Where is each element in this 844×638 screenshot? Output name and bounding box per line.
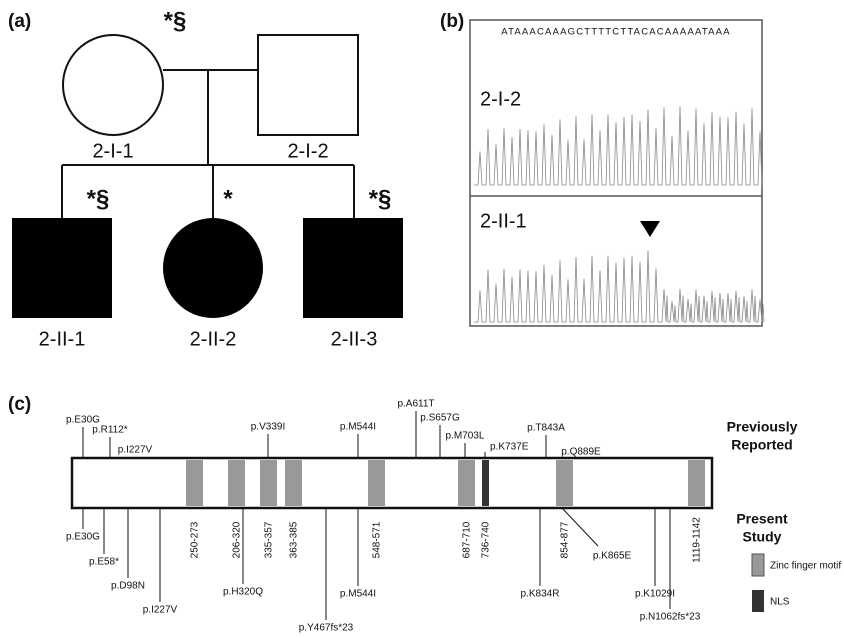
individual-id: 2-II-2	[190, 328, 237, 350]
mutation-label: p.T843A	[527, 423, 565, 434]
domain-range: 250-273	[190, 521, 201, 558]
mutation-label: p.A611T	[397, 399, 434, 410]
mutation-label: p.H320Q	[223, 587, 263, 598]
domain-range: 736-740	[481, 521, 492, 558]
trace-label: 2-II-1	[480, 210, 527, 232]
domain-range: 206-320	[232, 521, 243, 558]
domain	[482, 460, 489, 506]
domain-range: 687-710	[462, 521, 473, 558]
mutation-label: p.I227V	[118, 445, 153, 456]
affected-female	[163, 218, 263, 318]
protein	[72, 458, 712, 508]
mutation-label: p.E58*	[89, 557, 119, 568]
mutation-label: p.N1062fs*23	[640, 612, 701, 623]
domain-range: 335-357	[264, 521, 275, 558]
marker: *§	[164, 7, 187, 34]
domain	[556, 460, 573, 506]
mutation-label: p.K737E	[490, 442, 529, 453]
domain	[228, 460, 245, 506]
legend-label: NLS	[770, 597, 790, 608]
individual-id: 2-II-1	[39, 328, 86, 350]
mutation-label: p.M544I	[340, 589, 376, 600]
mutation-label: p.Y467fs*23	[299, 623, 354, 634]
affected-male	[12, 218, 112, 318]
domain-range: 854-877	[560, 521, 571, 558]
domain	[186, 460, 203, 506]
mutation-label: p.E30G	[66, 532, 100, 543]
legend-swatch	[752, 590, 764, 612]
figure: (a) 2-I-1 *§ 2-I-2 2-II-1 *§ 2-II-2 * 2-II-3 *§ (b…	[0, 0, 844, 638]
marker: *	[223, 185, 233, 212]
mutation-label: p.I227V	[143, 605, 178, 616]
affected-male	[303, 218, 403, 318]
mutation-label: p.R112*	[92, 425, 128, 436]
section-label: Reported	[731, 437, 792, 453]
panel-label: (a)	[8, 11, 31, 32]
legend-swatch	[752, 554, 764, 576]
domain	[368, 460, 385, 506]
female	[63, 35, 163, 135]
mutation-label: p.K834R	[521, 589, 560, 600]
male	[258, 35, 358, 135]
domain-range: 1119-1142	[692, 517, 703, 563]
mutation-label: p.M703L	[446, 431, 485, 442]
mutation-label: p.K1029I	[635, 589, 675, 600]
domain	[688, 460, 705, 506]
mutation-label: p.M544I	[340, 422, 376, 433]
legend-label: Zinc finger motif	[770, 561, 841, 572]
mutation-label: p.K865E	[593, 551, 632, 562]
domain	[285, 460, 302, 506]
section-label: Previously	[727, 419, 798, 435]
individual-id: 2-I-2	[287, 140, 328, 162]
mutation-label: p.Q889E	[561, 447, 601, 458]
sequence: ATAAACAAAGCTTTTCTTACACAAAAATAAA	[501, 27, 731, 38]
panel-label: (c)	[8, 394, 31, 415]
mutation-label: p.D98N	[111, 581, 145, 592]
mutation-label: p.S657G	[420, 413, 460, 424]
marker: *§	[87, 185, 110, 212]
trace-label: 2-I-2	[480, 88, 521, 110]
individual-id: 2-I-1	[92, 140, 133, 162]
domain	[458, 460, 475, 506]
domain-range: 548-571	[372, 521, 383, 558]
section-label: Study	[743, 529, 782, 545]
marker: *§	[369, 185, 392, 212]
mutation-label: p.V339I	[251, 422, 285, 433]
panel-label: (b)	[440, 11, 464, 32]
individual-id: 2-II-3	[331, 328, 378, 350]
page: (a) 2-I-1 *§ 2-I-2 2-II-1 *§ 2-II-2 * 2-II-3 *§ (b…	[0, 0, 844, 638]
section-label: Present	[736, 511, 788, 527]
domain-range: 363-385	[289, 521, 300, 558]
domain	[260, 460, 277, 506]
